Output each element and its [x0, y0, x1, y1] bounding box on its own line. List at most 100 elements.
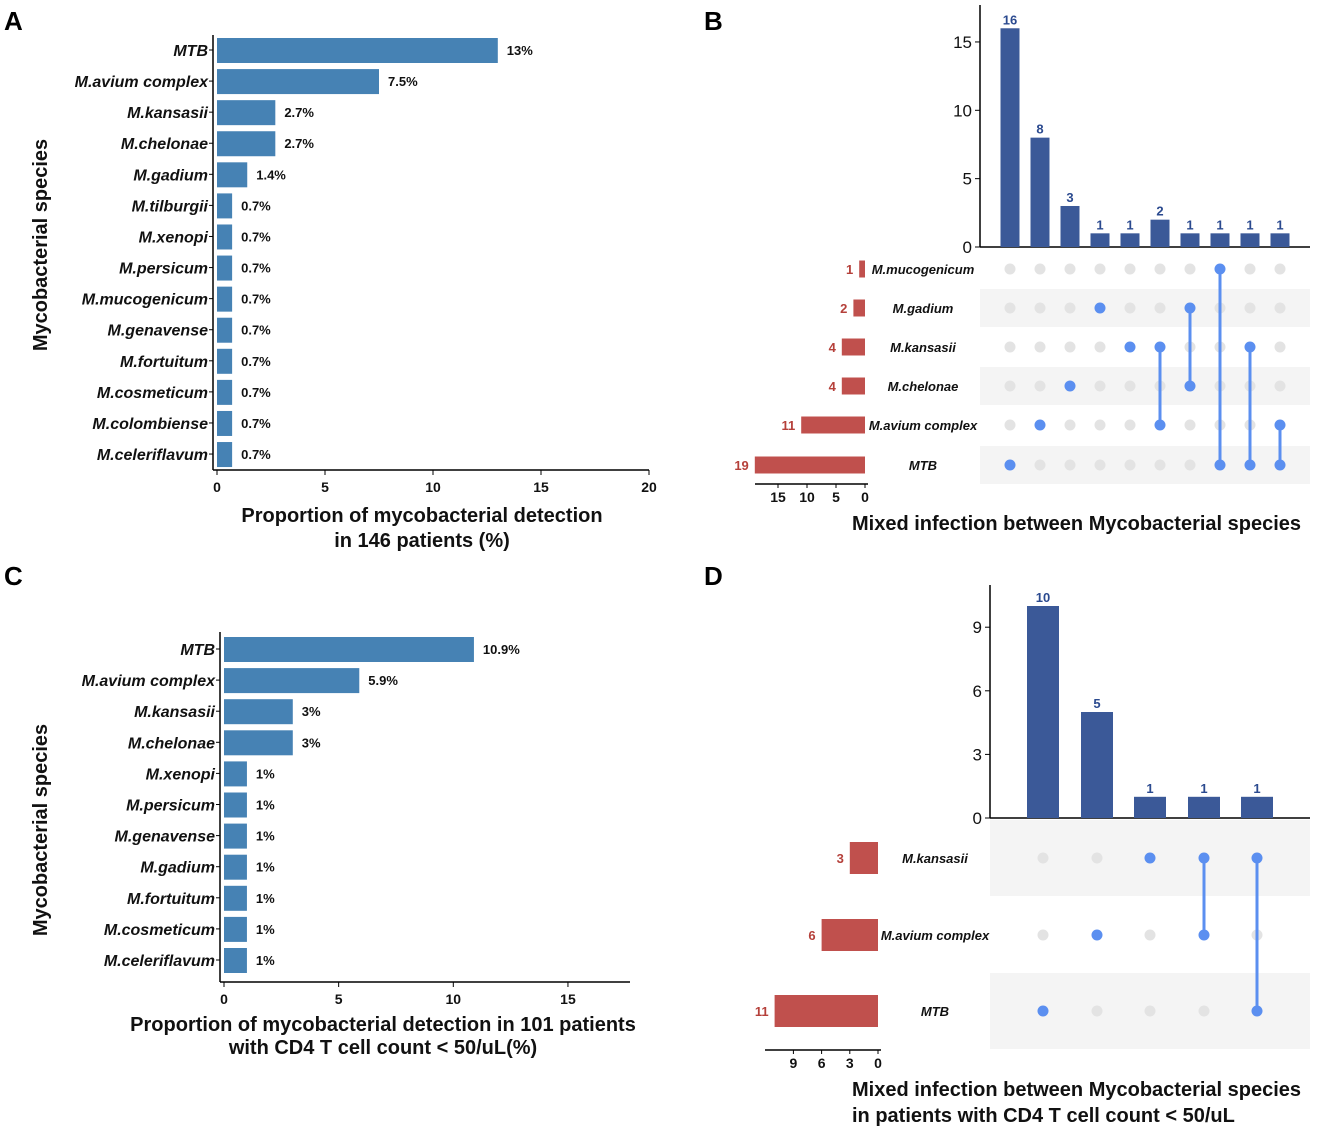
- data-label: 0.7%: [241, 323, 271, 338]
- x-tick-label: 0: [220, 991, 228, 1007]
- y-tick-label: 3: [973, 745, 982, 764]
- matrix-dot-filled: [1214, 459, 1226, 471]
- intersection-label: 1: [1186, 217, 1193, 232]
- matrix-dot-empty: [1037, 852, 1049, 864]
- intersection-label: 1: [1276, 217, 1283, 232]
- set-axis-tick-label: 15: [770, 489, 786, 505]
- matrix-dot-empty: [1274, 341, 1286, 353]
- category-label: M.avium complex: [82, 673, 216, 690]
- intersection-bar: [1090, 233, 1110, 247]
- data-label: 5.9%: [368, 673, 398, 688]
- x-axis-title: Proportion of mycobacterial detection: [241, 505, 602, 527]
- matrix-dot-empty: [1124, 419, 1136, 431]
- intersection-bar: [1120, 233, 1140, 247]
- set-name-label: M.kansasii: [890, 340, 956, 355]
- intersection-label: 16: [1003, 12, 1017, 27]
- data-label: 1%: [256, 829, 275, 844]
- intersection-bar: [1027, 606, 1059, 818]
- category-label: M.xenopi: [146, 766, 216, 783]
- x-tick-label: 10: [446, 991, 462, 1007]
- category-label: M.gadium: [133, 167, 208, 184]
- bar: [224, 792, 247, 818]
- y-axis-title: Mycobacterial species: [30, 139, 52, 351]
- bar: [217, 69, 379, 95]
- data-label: 3%: [302, 735, 321, 750]
- set-name-label: MTB: [921, 1004, 949, 1019]
- data-label: 1%: [256, 953, 275, 968]
- bar: [224, 668, 360, 694]
- matrix-dot-empty: [1184, 419, 1196, 431]
- y-tick-label: 0: [963, 238, 972, 257]
- x-axis-title: in patients with CD4 T cell count < 50/u…: [852, 1105, 1235, 1127]
- matrix-dot-empty: [1034, 263, 1046, 275]
- matrix-dot-empty: [1064, 419, 1076, 431]
- bar: [224, 761, 247, 787]
- category-label: M.mucogenicum: [82, 292, 208, 309]
- panel-a: MTB 13% M.avium complex 7.5% M.kansasii 2.7% M…: [30, 35, 657, 552]
- set-size-bar: [774, 995, 878, 1027]
- intersection-label: 10: [1036, 590, 1050, 605]
- intersection-bar: [1150, 219, 1170, 247]
- matrix-dot-empty: [1144, 929, 1156, 941]
- x-tick-label: 10: [425, 479, 441, 495]
- intersection-bar: [1188, 796, 1220, 818]
- data-label: 0.7%: [241, 385, 271, 400]
- panel-c: MTB 10.9% M.avium complex 5.9% M.kansasii 3% M…: [30, 632, 636, 1059]
- set-size-label: 19: [734, 458, 748, 473]
- matrix-dot-filled: [1064, 380, 1076, 392]
- category-label: M.genavense: [115, 829, 216, 846]
- bar: [224, 699, 293, 725]
- intersection-label: 8: [1036, 122, 1043, 137]
- panel-label-a: A: [4, 6, 23, 36]
- matrix-dot-filled: [1094, 302, 1106, 314]
- x-tick-label: 15: [533, 479, 549, 495]
- panel-label-d: D: [704, 561, 723, 591]
- y-axis-title: Mycobacterial species: [30, 724, 52, 936]
- intersection-bar: [1241, 796, 1273, 818]
- matrix-dot-empty: [1064, 341, 1076, 353]
- data-label: 1%: [256, 860, 275, 875]
- matrix-dot-empty: [1184, 459, 1196, 471]
- bar: [224, 948, 247, 973]
- matrix-dot-empty: [1004, 341, 1016, 353]
- set-name-label: M.mucogenicum: [872, 262, 975, 277]
- category-label: M.chelonae: [121, 136, 208, 153]
- matrix-dot-empty: [1184, 263, 1196, 275]
- x-axis-title: Mixed infection between Mycobacterial sp…: [852, 1079, 1301, 1101]
- intersection-bar: [1180, 233, 1200, 247]
- matrix-dot-filled: [1214, 263, 1226, 275]
- x-tick-label: 20: [641, 479, 657, 495]
- bar: [224, 730, 293, 756]
- y-tick-label: 9: [973, 618, 982, 637]
- category-label: M.celeriflavum: [104, 953, 215, 970]
- matrix-dot-empty: [1004, 263, 1016, 275]
- matrix-dot-filled: [1244, 459, 1256, 471]
- set-size-bar: [841, 377, 865, 395]
- data-label: 1%: [256, 891, 275, 906]
- x-tick-label: 5: [321, 479, 329, 495]
- category-label: MTB: [173, 43, 208, 60]
- matrix-dot-empty: [1274, 263, 1286, 275]
- set-name-label: MTB: [909, 458, 937, 473]
- x-axis-title: with CD4 T cell count < 50/uL(%): [228, 1037, 537, 1059]
- set-size-bar: [853, 299, 865, 317]
- intersection-label: 5: [1093, 696, 1100, 711]
- bar: [224, 637, 474, 662]
- matrix-dot-empty: [1124, 302, 1136, 314]
- bar: [217, 410, 233, 436]
- matrix-dot-filled: [1198, 852, 1210, 864]
- intersection-label: 1: [1246, 217, 1253, 232]
- matrix-dot-filled: [1037, 1005, 1049, 1017]
- matrix-dot-empty: [1124, 459, 1136, 471]
- data-label: 7.5%: [388, 74, 418, 89]
- category-label: M.fortuitum: [127, 891, 215, 908]
- bar: [224, 885, 247, 911]
- bar: [217, 348, 233, 374]
- data-label: 1%: [256, 798, 275, 813]
- matrix-dot-empty: [1064, 302, 1076, 314]
- category-label: M.kansasii: [134, 704, 215, 721]
- intersection-label: 3: [1066, 190, 1073, 205]
- set-size-bar: [841, 338, 865, 356]
- matrix-dot-filled: [1184, 380, 1196, 392]
- intersection-bar: [1060, 205, 1080, 247]
